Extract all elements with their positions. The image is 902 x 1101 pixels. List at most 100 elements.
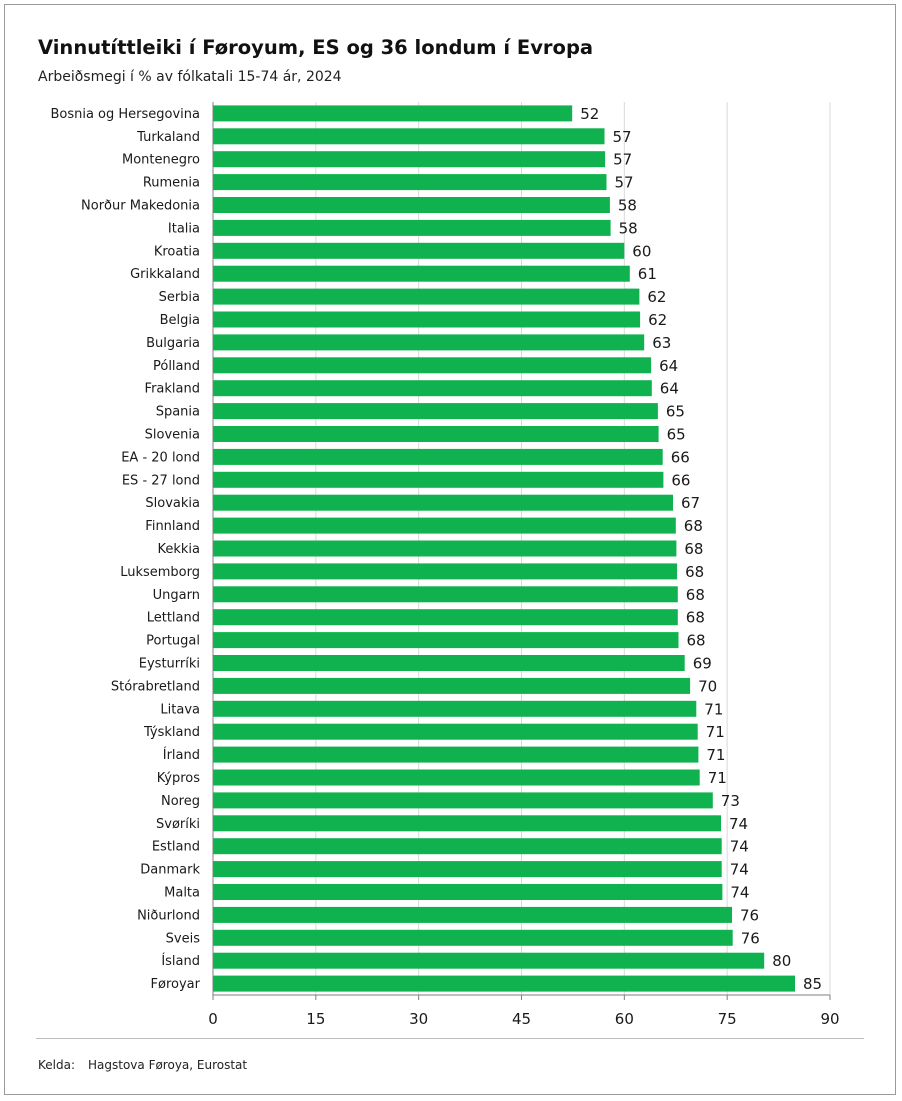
bar — [213, 815, 721, 832]
data-label: 68 — [684, 540, 703, 558]
category-label: Rumenia — [143, 176, 200, 191]
bar — [213, 219, 611, 236]
category-label: Turkaland — [136, 130, 200, 145]
chart-frame — [4, 4, 896, 1095]
category-label: Niðurlond — [137, 908, 200, 923]
category-label: Írland — [163, 747, 200, 763]
data-label: 68 — [687, 632, 706, 650]
data-label: 66 — [671, 471, 690, 489]
bar — [213, 517, 676, 534]
data-label: 61 — [638, 265, 657, 283]
data-label: 74 — [730, 861, 749, 879]
bar — [213, 563, 678, 580]
data-label: 62 — [648, 311, 667, 329]
category-label: Pólland — [153, 359, 200, 374]
data-label: 74 — [730, 884, 749, 902]
x-tick-label: 15 — [306, 1010, 325, 1028]
bar — [213, 426, 659, 442]
data-label: 65 — [667, 426, 686, 444]
category-label: Italia — [168, 221, 200, 236]
category-label: EA - 20 lond — [121, 450, 200, 465]
bar — [213, 700, 697, 717]
bar — [213, 540, 677, 557]
chart-title: Vinnutíttleiki í Føroyum, ES og 36 londu… — [38, 36, 594, 59]
footer-divider — [36, 1038, 864, 1039]
category-label: Noreg — [161, 794, 200, 809]
category-label: Ísland — [161, 953, 200, 969]
bar — [213, 494, 673, 511]
bar — [213, 265, 630, 282]
data-label: 66 — [671, 448, 690, 466]
data-label: 57 — [613, 151, 632, 169]
category-label: Luksemborg — [120, 565, 200, 580]
chart-subtitle: Arbeiðsmegi í % av fólkatali 15-74 ár, 2… — [38, 69, 342, 85]
bar — [213, 746, 699, 763]
data-label: 58 — [619, 219, 638, 237]
bar — [213, 334, 645, 351]
category-label: Sveis — [166, 931, 201, 946]
data-label: 68 — [685, 563, 704, 581]
bar — [213, 357, 652, 374]
data-label: 70 — [698, 677, 717, 695]
bar — [213, 632, 679, 649]
bar — [213, 861, 722, 878]
category-label: Ungarn — [153, 588, 200, 603]
bar — [213, 174, 607, 191]
data-label: 52 — [580, 105, 599, 123]
x-tick-label: 45 — [512, 1010, 531, 1028]
category-label: Slovenia — [145, 428, 200, 443]
bar — [213, 471, 664, 488]
x-tick-label: 0 — [208, 1010, 218, 1028]
bar — [213, 586, 678, 603]
data-label: 65 — [666, 403, 685, 421]
source-text: Hagstova Føroya, Eurostat — [88, 1058, 248, 1072]
data-label: 68 — [684, 517, 703, 535]
x-tick-label: 90 — [820, 1010, 839, 1028]
bar — [213, 242, 625, 259]
category-label: Malta — [164, 886, 200, 901]
data-label: 64 — [660, 380, 679, 398]
data-label: 57 — [613, 128, 632, 146]
category-label: Svøríki — [156, 817, 200, 832]
category-label: Estland — [152, 840, 200, 855]
data-label: 69 — [693, 655, 712, 673]
category-label: Serbia — [159, 290, 200, 305]
bar — [213, 403, 658, 420]
category-label: Slovakia — [145, 496, 200, 511]
bar — [213, 448, 663, 465]
bar — [213, 609, 678, 626]
x-tick-label: 75 — [718, 1010, 737, 1028]
category-label: Spania — [156, 405, 200, 420]
category-label: Grikkaland — [130, 267, 200, 282]
data-label: 71 — [704, 700, 723, 718]
x-tick-label: 60 — [615, 1010, 634, 1028]
data-label: 60 — [632, 242, 651, 260]
category-label: Bosnia og Hersegovina — [50, 107, 200, 122]
category-label: Montenegro — [122, 153, 200, 168]
source-note: Kelda: Hagstova Føroya, Eurostat — [38, 1058, 247, 1072]
category-label: Portugal — [146, 634, 200, 649]
category-label: Danmark — [140, 863, 200, 878]
source-label: Kelda: — [38, 1058, 76, 1072]
data-label: 71 — [708, 769, 727, 787]
category-label: Finnland — [145, 519, 200, 534]
bar — [213, 723, 698, 740]
bar — [213, 151, 606, 168]
bar — [213, 884, 723, 900]
bar — [213, 677, 691, 694]
data-label: 58 — [618, 197, 637, 215]
category-label: Kroatia — [154, 244, 200, 259]
data-label: 71 — [706, 746, 725, 764]
data-label: 71 — [706, 723, 725, 741]
data-label: 64 — [659, 357, 678, 375]
data-label: 67 — [681, 494, 700, 512]
category-label: Føroyar — [151, 977, 201, 992]
bar — [213, 288, 640, 305]
bar — [213, 929, 733, 946]
bar — [213, 952, 765, 969]
category-label: Kýpros — [157, 771, 201, 786]
category-label: ES - 27 lond — [122, 473, 200, 488]
bar — [213, 769, 700, 786]
category-label: Kekkia — [157, 542, 200, 557]
